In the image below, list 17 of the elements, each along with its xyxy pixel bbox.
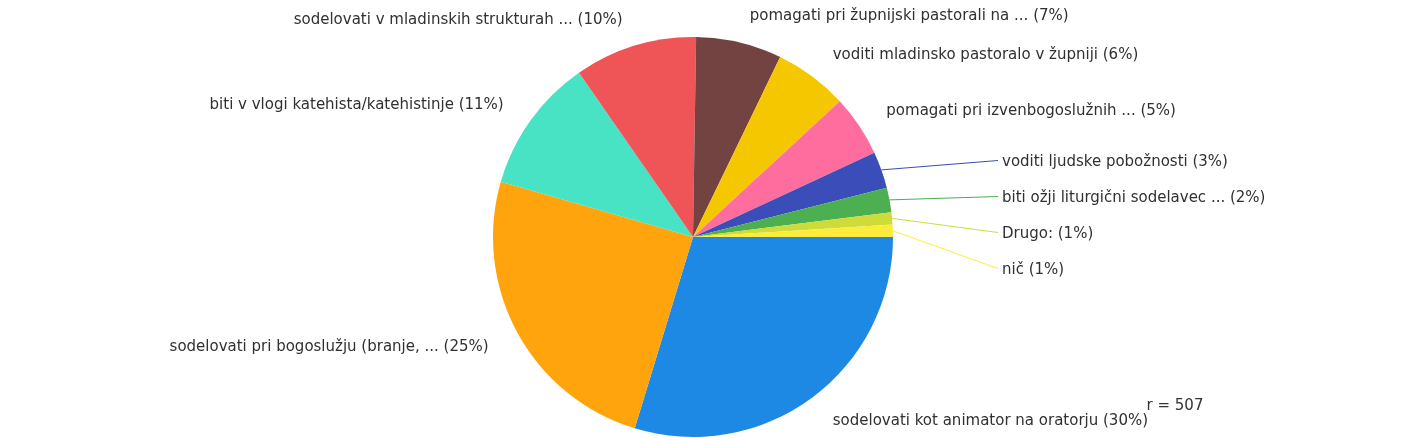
- pie-slice: [693, 57, 840, 237]
- pie-slice: [693, 37, 781, 237]
- text: r = 507: [1146, 396, 1204, 414]
- slice-label: biti v vlogi katehista/katehistinje (11%): [209, 95, 504, 114]
- slice-label: voditi mladinsko pastoralo v župniji (6%): [832, 44, 1139, 63]
- slice-label: Drugo: (1%): [1002, 223, 1094, 242]
- slice-label: pomagati pri župnijski pastorali na ... (7%): [749, 6, 1069, 25]
- slice-label: biti ožji liturgični sodelavec ... (2%): [1002, 187, 1266, 206]
- pie-slice: [693, 101, 875, 237]
- pie-slice: [493, 181, 693, 429]
- slice-label: sodelovati pri bogoslužju (branje, ... (25%): [169, 336, 489, 355]
- slice-label: pomagati pri izvenbogoslužnih ... (5%): [886, 100, 1176, 119]
- pie-slice: [578, 37, 697, 237]
- slice-label: voditi ljudske pobožnosti (3%): [1002, 151, 1228, 170]
- slice-label: sodelovati v mladinskih strukturah ... (10%): [293, 9, 623, 28]
- slice-label: sodelovati kot animator na oratorju (30%): [832, 411, 1149, 430]
- slice-label: nič (1%): [1002, 259, 1065, 278]
